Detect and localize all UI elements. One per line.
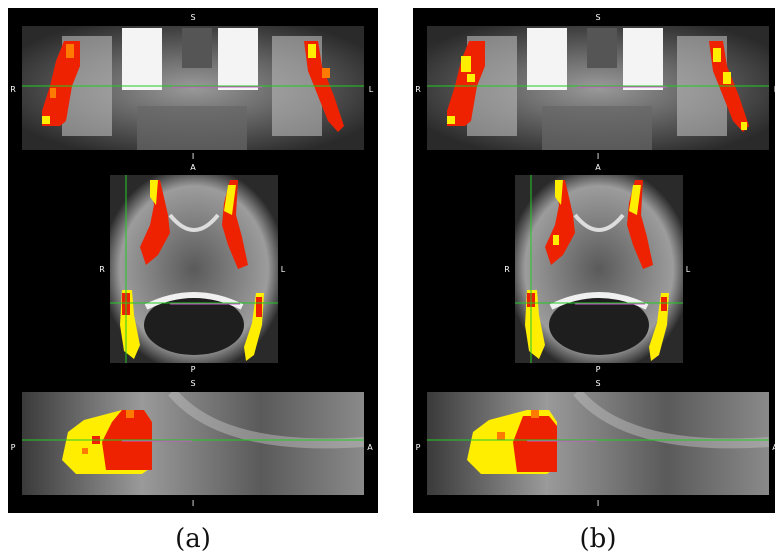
sagittal-label-top: S [190,379,196,388]
axial-label-right: L [280,265,286,274]
axial-label-right: L [685,265,691,274]
sagittal-label-left: P [10,443,16,452]
sagittal-label-top: S [595,379,601,388]
axial-view [110,175,278,363]
caption-a: (a) [175,524,211,554]
figure-panel-b: S I R L [413,8,775,513]
coronal-label-top: S [190,13,196,22]
axial-label-left: R [504,265,510,274]
overlay-left-tract [447,41,485,126]
coronal-label-left: R [415,85,421,94]
coronal-label-bottom: I [596,152,600,161]
coronal-label-right: L [368,85,374,94]
sagittal-view [427,392,769,495]
overlay-left-frontal [140,180,170,265]
axial-label-top: A [190,163,196,172]
overlay-left-tract [42,41,80,126]
overlay-left-occipital [525,290,545,359]
caption-b: (b) [579,524,617,554]
figure-panel-a: S I R L [8,8,378,513]
sagittal-label-bottom: I [596,499,600,508]
coronal-label-bottom: I [191,152,195,161]
axial-label-left: R [99,265,105,274]
sagittal-label-left: P [415,443,421,452]
sagittal-label-right: A [772,444,775,452]
axial-label-bottom: P [190,365,196,374]
coronal-label-left: R [10,85,16,94]
coronal-view [427,26,769,150]
axial-label-bottom: P [595,365,601,374]
sagittal-view [22,392,364,495]
sagittal-label-bottom: I [191,499,195,508]
axial-view [515,175,683,363]
sagittal-label-right: A [367,443,373,452]
coronal-label-right: L [774,86,775,94]
overlay-left-frontal [545,180,575,265]
coronal-label-top: S [595,13,601,22]
axial-label-top: A [595,163,601,172]
coronal-view [22,26,364,150]
